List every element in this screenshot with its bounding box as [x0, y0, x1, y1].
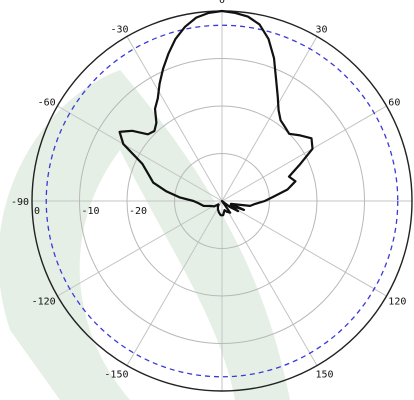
- pattern-point: [284, 125, 286, 127]
- pattern-point: [154, 108, 156, 110]
- pattern-point: [159, 83, 161, 85]
- grid-ring: [79, 58, 365, 344]
- pattern-point: [229, 204, 232, 206]
- pattern-point: [221, 214, 223, 216]
- pattern-point: [273, 57, 275, 59]
- pattern-point: [167, 53, 169, 55]
- angle-tick-label: -30: [110, 25, 128, 36]
- pattern-point: [254, 203, 256, 205]
- angle-tick-label: 30: [316, 25, 328, 36]
- pattern-point: [267, 38, 270, 40]
- pattern-point: [155, 122, 157, 124]
- pattern-point: [299, 134, 301, 136]
- angle-tick-label: 150: [316, 369, 334, 380]
- radial-tick-label: -20: [129, 206, 147, 217]
- pattern-point: [218, 211, 220, 214]
- pattern-point: [208, 12, 210, 14]
- pattern-point: [152, 182, 154, 184]
- pattern-point: [286, 188, 289, 191]
- pattern-point: [288, 133, 290, 135]
- pattern-point: [165, 190, 167, 192]
- pattern-point: [197, 202, 199, 204]
- pattern-point: [258, 23, 261, 25]
- pattern-point: [298, 164, 301, 166]
- radial-tick-label: 0: [34, 206, 40, 217]
- pattern-point: [141, 163, 143, 165]
- pattern-point: [275, 78, 277, 81]
- tick-label-layer: 030609120150±180-150-120-90-60-300-10-20: [11, 0, 406, 380]
- pattern-point: [229, 212, 231, 214]
- pattern-point: [122, 143, 124, 145]
- pattern-point: [228, 206, 231, 208]
- reference-circle-layer: [45, 24, 399, 378]
- pattern-point: [153, 130, 155, 132]
- pattern-point: [178, 196, 180, 198]
- radiation-pattern-layer: [118, 9, 314, 217]
- pattern-point: [222, 214, 224, 216]
- pattern-point: [249, 205, 251, 207]
- pattern-point: [288, 176, 290, 178]
- pattern-point: [277, 95, 279, 97]
- pattern-point: [217, 209, 219, 211]
- angle-tick-label: 60: [388, 98, 400, 109]
- pattern-point: [192, 200, 195, 202]
- pattern-point: [147, 133, 149, 135]
- pattern-point: [174, 38, 177, 40]
- pattern-point: [203, 205, 205, 207]
- pattern-point: [280, 119, 282, 121]
- grid-ring: [174, 153, 270, 249]
- pattern-point: [234, 12, 236, 14]
- pattern-point: [195, 17, 197, 19]
- pattern-point: [247, 16, 249, 18]
- pattern-point: [184, 26, 186, 28]
- pattern-point: [243, 209, 245, 211]
- pattern-point: [223, 209, 226, 211]
- pattern-point: [311, 148, 314, 150]
- pattern-point: [310, 137, 313, 139]
- pattern-point: [294, 180, 296, 182]
- radial-tick-label: -10: [82, 206, 100, 217]
- angle-tick-label: -60: [38, 98, 56, 109]
- angle-tick-label: -90: [11, 197, 29, 208]
- reference-circle: [45, 24, 399, 378]
- pattern-point: [220, 214, 222, 216]
- angle-tick-label: 0: [219, 0, 225, 6]
- pattern-point: [119, 131, 121, 133]
- pattern-point: [210, 205, 212, 207]
- angle-tick-label: -120: [32, 297, 56, 308]
- pattern-point: [230, 203, 232, 205]
- pattern-point: [264, 200, 266, 202]
- pattern-point: [221, 200, 223, 202]
- pattern-point: [131, 130, 133, 132]
- watermark-swoosh: [0, 70, 290, 400]
- pattern-point: [147, 173, 149, 175]
- pattern-point: [162, 68, 164, 70]
- pattern-point: [217, 206, 219, 208]
- grid-ring: [126, 105, 318, 297]
- angle-tick-label: 120: [388, 297, 406, 308]
- pattern-point: [273, 195, 275, 197]
- pattern-point: [278, 109, 280, 111]
- pattern-point: [213, 205, 215, 207]
- angle-tick-label: -150: [104, 369, 128, 380]
- pattern-point: [218, 203, 220, 205]
- pattern-point: [237, 210, 239, 212]
- pattern-point: [221, 10, 223, 12]
- pattern-point: [157, 97, 159, 99]
- pattern-point: [226, 211, 228, 213]
